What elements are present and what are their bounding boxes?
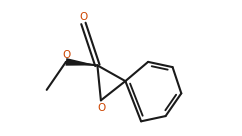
Text: O: O [63, 50, 71, 60]
Text: O: O [79, 12, 88, 22]
Polygon shape [66, 58, 97, 66]
Text: O: O [98, 103, 106, 113]
